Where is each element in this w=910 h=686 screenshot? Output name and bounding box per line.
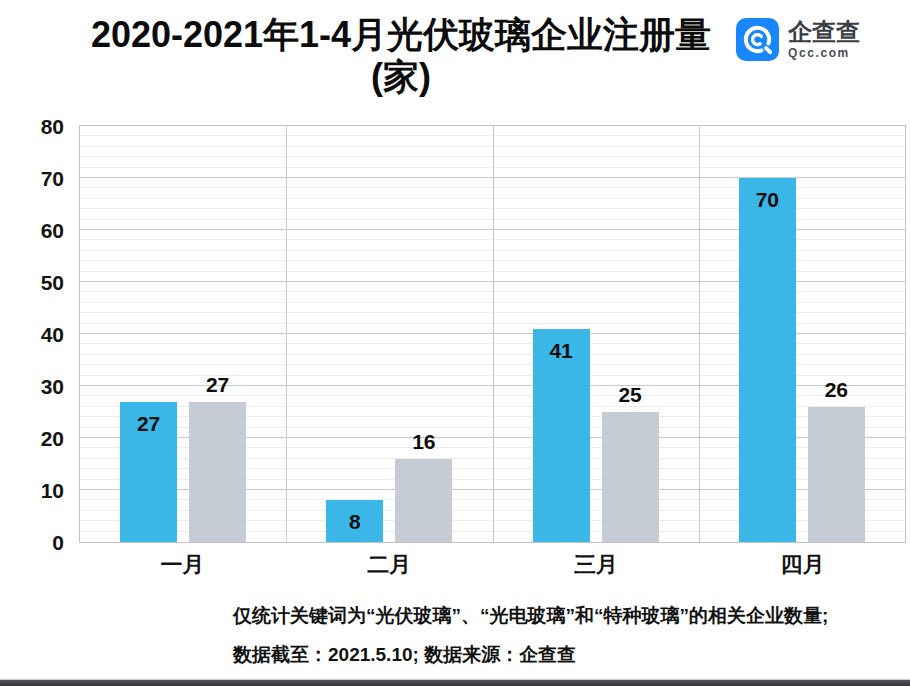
qcc-logo-text: 企查查 Qcc.com: [788, 18, 860, 60]
bar-series-gray-二月: [395, 459, 452, 542]
window-bottom-edge: [0, 679, 910, 686]
value-label-series-blue-四月: 70: [739, 188, 796, 212]
value-label-series-blue-一月: 27: [120, 412, 177, 436]
value-label-series-gray-四月: 26: [808, 378, 865, 402]
value-label-series-blue-二月: 8: [326, 510, 383, 534]
value-label-series-gray-二月: 16: [395, 430, 452, 454]
chart-title-unit: (家): [0, 56, 802, 98]
y-axis-label: 0: [0, 530, 64, 556]
bar-series-gray-三月: [602, 412, 659, 542]
footnote-line2: 数据截至：2021.5.10; 数据来源：企查查: [233, 635, 828, 674]
y-axis-label: 10: [0, 478, 64, 504]
value-label-series-gray-三月: 25: [602, 383, 659, 407]
y-axis-label: 20: [0, 426, 64, 452]
category-label-二月: 二月: [286, 551, 493, 579]
qcc-logo-name: 企查查: [788, 19, 860, 45]
category-label-三月: 三月: [493, 551, 700, 579]
qcc-logo-domain: Qcc.com: [788, 46, 860, 60]
bar-series-blue-四月: [739, 178, 796, 542]
category-label-四月: 四月: [699, 551, 906, 579]
value-label-series-blue-三月: 41: [533, 339, 590, 363]
y-axis-label: 70: [0, 166, 64, 192]
footnote: 仅统计关键词为“光伏玻璃”、“光电玻璃”和“特种玻璃”的相关企业数量; 数据截至…: [233, 596, 828, 674]
bar-series-gray-四月: [808, 407, 865, 542]
x-axis: 一月二月三月四月: [79, 551, 906, 581]
category-label-一月: 一月: [79, 551, 286, 579]
y-axis: 01020304050607080: [0, 125, 64, 543]
qcc-logo: 企查查 Qcc.com: [736, 18, 860, 61]
footnote-line1: 仅统计关键词为“光伏玻璃”、“光电玻璃”和“特种玻璃”的相关企业数量;: [233, 596, 828, 635]
gridline-vertical: [286, 126, 287, 542]
value-label-series-gray-一月: 27: [189, 373, 246, 397]
qcc-logo-icon: [736, 18, 779, 61]
y-axis-label: 80: [0, 114, 64, 140]
chart-title: 2020-2021年1-4月光伏玻璃企业注册量 (家): [0, 14, 802, 98]
y-axis-label: 30: [0, 374, 64, 400]
gridline-vertical: [699, 126, 700, 542]
y-axis-label: 40: [0, 322, 64, 348]
chart-title-line1: 2020-2021年1-4月光伏玻璃企业注册量: [0, 14, 802, 56]
plot-area: 27 27 8 16 41 25 70 26: [79, 125, 906, 543]
y-axis-label: 60: [0, 218, 64, 244]
page: 2020-2021年1-4月光伏玻璃企业注册量 (家) 企查查 Qcc.com …: [0, 0, 910, 686]
bar-series-gray-一月: [189, 402, 246, 542]
y-axis-label: 50: [0, 270, 64, 296]
gridline-vertical: [493, 126, 494, 542]
